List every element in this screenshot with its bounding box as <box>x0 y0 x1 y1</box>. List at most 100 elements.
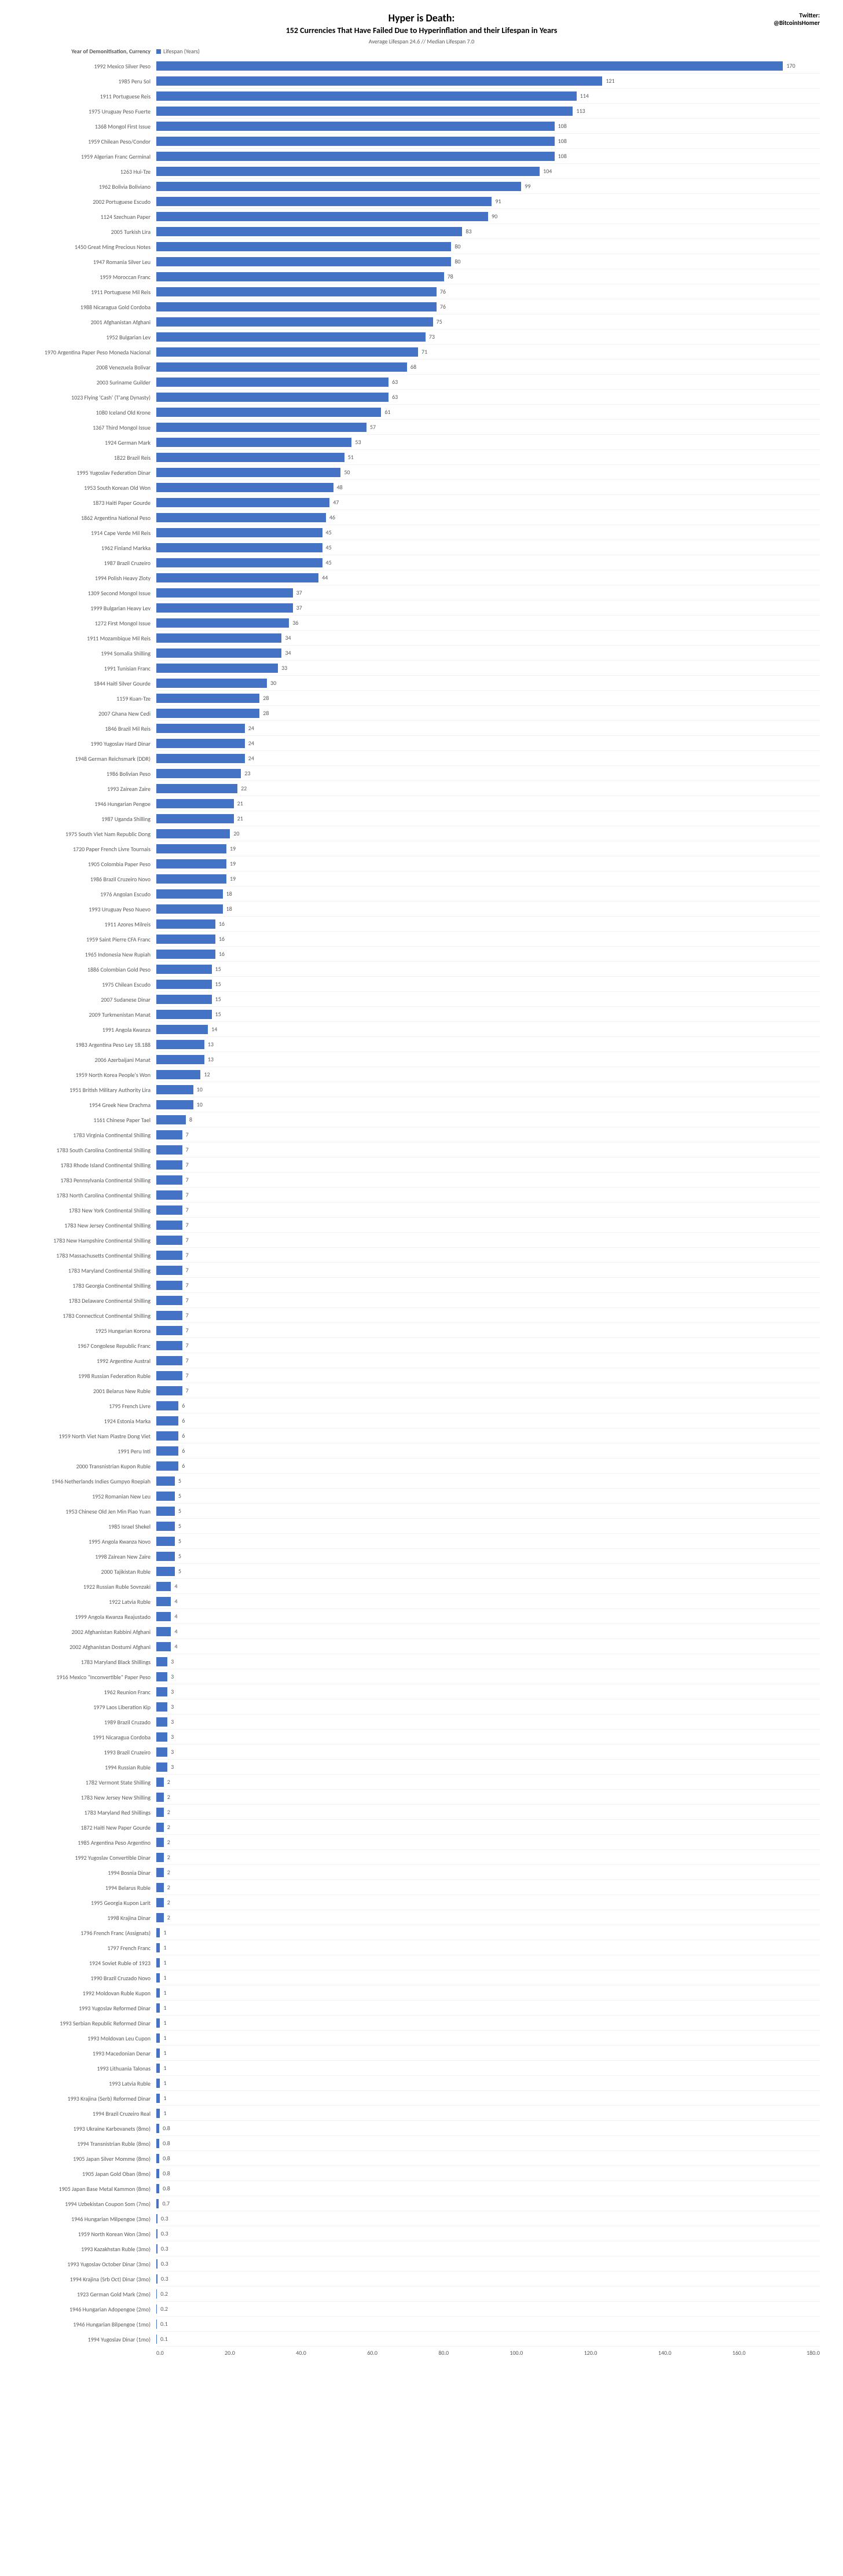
bar-track: 6 <box>156 1443 820 1459</box>
bar-track: 78 <box>156 269 820 284</box>
x-tick: 100.0 <box>510 2349 523 2357</box>
row-label: 1846 Brazil Mil Reis <box>23 725 156 732</box>
bar <box>156 2335 157 2344</box>
row-label: 1783 North Carolina Continental Shilling <box>23 1192 156 1199</box>
row-label: 2002 Afghanistan Rabbini Afghani <box>23 1628 156 1636</box>
bar <box>156 1160 182 1170</box>
bar <box>156 573 318 582</box>
row-label: 1782 Vermont State Shilling <box>23 1779 156 1786</box>
x-tick: 140.0 <box>658 2349 672 2357</box>
bar-value: 1 <box>163 1944 166 1951</box>
chart-row: 1993 Uruguay Peso Nuevo18 <box>23 902 820 917</box>
bar <box>156 408 381 417</box>
bar-value: 16 <box>219 950 225 958</box>
row-label: 1993 Krajina (Serb) Reformed Dinar <box>23 2095 156 2102</box>
bar-track: 2 <box>156 1895 820 1910</box>
row-label: 1959 North Viet Nam Piastre Dong Viet <box>23 1432 156 1440</box>
bar-value: 1 <box>163 2109 166 2117</box>
chart-avg-line: Average Lifespan 24.6 // Median Lifespan… <box>93 38 750 45</box>
row-label: 1914 Cape Verde Mil Reis <box>23 529 156 537</box>
chart-row: 1993 Ukraine Karbovanets (8mo)0.8 <box>23 2121 820 2136</box>
x-tick: 20.0 <box>225 2349 235 2357</box>
bar <box>156 844 226 853</box>
bar <box>156 1627 171 1636</box>
bar-track: 7 <box>156 1353 820 1368</box>
row-label: 1368 Mongol First Issue <box>23 123 156 130</box>
bar <box>156 633 281 643</box>
bar <box>156 1266 182 1275</box>
bar <box>156 61 783 71</box>
bar-value: 47 <box>333 499 339 506</box>
bar <box>156 980 212 989</box>
legend-label: Lifespan (Years) <box>163 47 200 55</box>
row-label: 1783 New Jersey New Shilling <box>23 1794 156 1801</box>
bar-value: 80 <box>455 258 460 265</box>
bar-track: 34 <box>156 631 820 646</box>
bar-track: 80 <box>156 239 820 254</box>
row-label: 1985 Israel Shekel <box>23 1523 156 1530</box>
chart-row: 1783 Maryland Black Shillings3 <box>23 1654 820 1669</box>
row-label: 1946 Hungarian Bilpengoe (1mo) <box>23 2321 156 2328</box>
chart-row: 1783 Maryland Continental Shilling7 <box>23 1263 820 1278</box>
chart-row: 1783 South Carolina Continental Shilling… <box>23 1142 820 1157</box>
bar-track: 2 <box>156 1790 820 1805</box>
bar <box>156 1522 175 1531</box>
bar-value: 8 <box>189 1116 192 1123</box>
chart-row: 1994 Krajina (Srb Oct) Dinar (3mo)0.3 <box>23 2271 820 2286</box>
bar-track: 0.3 <box>156 2226 820 2241</box>
bar <box>156 1672 167 1681</box>
bar-value: 51 <box>348 453 354 461</box>
chart-row: 1948 German Reichsmark (DDR)24 <box>23 751 820 766</box>
x-tick: 120.0 <box>584 2349 598 2357</box>
bar-value: 2 <box>167 1899 170 1906</box>
chart-row: 1886 Colombian Gold Peso15 <box>23 962 820 977</box>
bar-track: 113 <box>156 104 820 119</box>
chart-row: 1976 Angolan Escudo18 <box>23 886 820 902</box>
bar <box>156 1732 167 1742</box>
chart-row: 1994 Transnistrian Ruble (8mo)0.8 <box>23 2136 820 2151</box>
bar <box>156 1326 182 1335</box>
bar <box>156 453 344 462</box>
row-label: 1998 Krajina Dinar <box>23 1914 156 1922</box>
bar-track: 7 <box>156 1127 820 1142</box>
chart-row: 1783 Maryland Red Shillings2 <box>23 1805 820 1820</box>
bar <box>156 1492 175 1501</box>
bar-track: 5 <box>156 1564 820 1579</box>
bar-track: 34 <box>156 646 820 661</box>
bar <box>156 618 289 628</box>
bar-value: 36 <box>292 619 298 626</box>
chart-row: 1783 North Carolina Continental Shilling… <box>23 1188 820 1203</box>
row-label: 1911 Mozambique Mil Reis <box>23 635 156 642</box>
chart-row: 1450 Great Ming Precious Notes80 <box>23 239 820 254</box>
chart-row: 1023 Flying 'Cash' (T'ang Dynasty)63 <box>23 390 820 405</box>
title-row: Hyper is Death: 152 Currencies That Have… <box>23 12 820 45</box>
bar-value: 19 <box>230 845 236 852</box>
chart-row: 1993 Zairean Zaire22 <box>23 781 820 796</box>
bar-track: 21 <box>156 811 820 826</box>
bar-track: 20 <box>156 826 820 841</box>
row-label: 1993 Latvia Ruble <box>23 2080 156 2087</box>
bar-track: 6 <box>156 1413 820 1428</box>
row-label: 1993 Yugoslav Reformed Dinar <box>23 2005 156 2012</box>
bar <box>156 137 555 146</box>
row-label: 1946 Hungarian Adopengoe (2mo) <box>23 2306 156 2313</box>
bar <box>156 2064 160 2073</box>
row-label: 1844 Haiti Silver Gourde <box>23 680 156 687</box>
bar-track: 7 <box>156 1203 820 1218</box>
bar-track: 22 <box>156 781 820 796</box>
bar <box>156 167 540 176</box>
chart-row: 1954 Greek New Drachma10 <box>23 1097 820 1112</box>
bar <box>156 332 426 342</box>
bar <box>156 1386 182 1395</box>
bar-value: 23 <box>244 769 250 777</box>
chart-row: 1783 Massachusetts Continental Shilling7 <box>23 1248 820 1263</box>
bar-track: 3 <box>156 1745 820 1760</box>
row-label: 1272 First Mongol Issue <box>23 620 156 627</box>
bar-value: 24 <box>248 754 254 762</box>
row-label: 1783 Delaware Continental Shilling <box>23 1297 156 1305</box>
bar <box>156 498 329 507</box>
bar-track: 3 <box>156 1669 820 1684</box>
row-label: 1922 Russian Ruble Sovnzaki <box>23 1583 156 1591</box>
bar-value: 6 <box>182 1417 185 1424</box>
bar <box>156 1853 164 1862</box>
